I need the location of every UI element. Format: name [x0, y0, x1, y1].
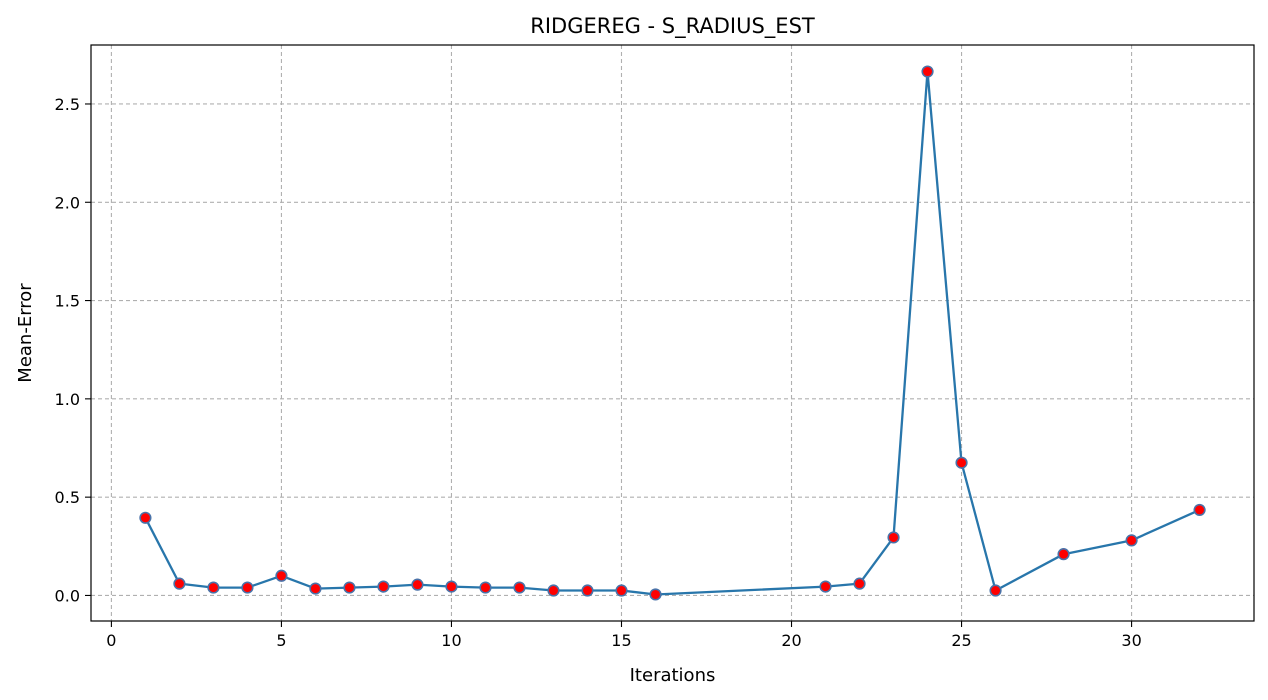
data-point — [581, 584, 594, 597]
data-point — [547, 584, 560, 597]
data-point — [1125, 534, 1138, 547]
data-point — [615, 584, 628, 597]
data-point — [955, 456, 968, 469]
data-point — [377, 580, 390, 593]
data-point — [513, 581, 526, 594]
data-point — [649, 588, 662, 601]
data-point — [887, 531, 900, 544]
x-tick-label: 10 — [441, 631, 461, 650]
x-tick-label: 5 — [276, 631, 286, 650]
data-point — [173, 577, 186, 590]
data-point — [1193, 503, 1206, 517]
y-axis-label: Mean-Error — [15, 283, 36, 383]
data-point — [479, 581, 492, 594]
data-point — [921, 65, 934, 78]
data-point — [309, 582, 322, 595]
x-axis-label: Iterations — [630, 665, 716, 686]
y-tick-label: 1.5 — [55, 292, 80, 311]
y-tick-label: 2.5 — [55, 95, 80, 114]
y-tick-label: 0.0 — [55, 586, 80, 605]
x-tick-label: 30 — [1121, 631, 1141, 650]
y-tick-label: 0.5 — [55, 488, 80, 507]
y-tick-label: 1.0 — [55, 390, 80, 409]
y-tick-label: 2.0 — [55, 193, 80, 212]
data-point — [275, 569, 288, 582]
data-point — [989, 584, 1002, 597]
data-point — [445, 580, 458, 593]
x-tick-label: 20 — [781, 631, 801, 650]
data-point — [819, 580, 832, 593]
x-tick-label: 25 — [951, 631, 971, 650]
data-point — [139, 511, 152, 524]
data-point — [343, 581, 356, 594]
chart-title: RIDGEREG - S_RADIUS_EST — [530, 14, 815, 39]
data-point — [207, 581, 220, 594]
data-point — [1057, 548, 1070, 561]
data-series — [139, 65, 1206, 601]
data-point — [853, 577, 866, 590]
x-tick-label: 15 — [611, 631, 631, 650]
grid — [91, 45, 1254, 621]
data-point — [411, 578, 424, 591]
x-tick-label: 0 — [106, 631, 116, 650]
plot-area-frame — [90, 44, 1255, 622]
data-point — [241, 581, 254, 594]
axis-ticks: 0 5 10 15 20 25 30 0.0 0.5 1.0 1.5 2.0 2.5 — [55, 95, 1142, 650]
